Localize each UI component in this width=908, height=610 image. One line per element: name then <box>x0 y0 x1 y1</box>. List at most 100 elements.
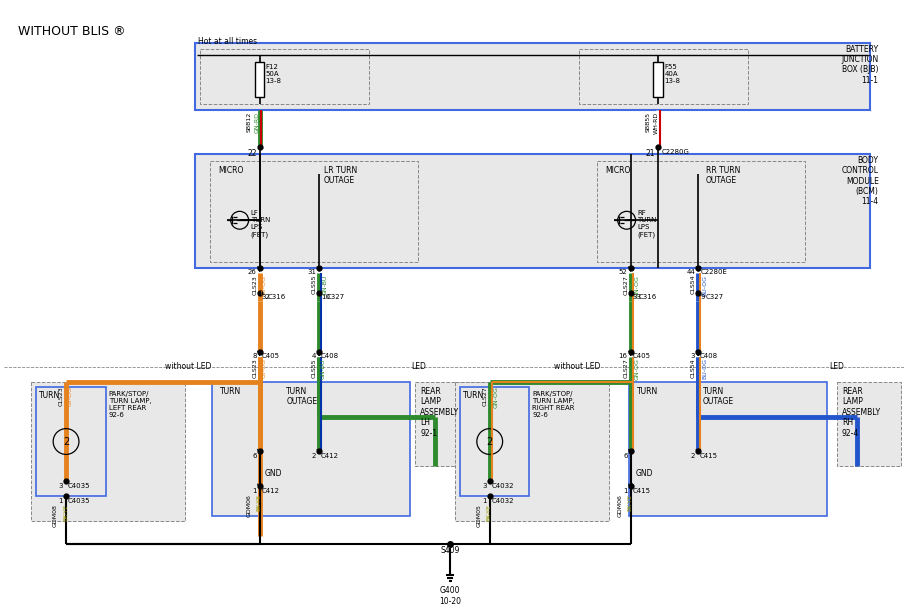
Text: C4032: C4032 <box>492 498 514 504</box>
Text: GN-OG: GN-OG <box>635 358 639 380</box>
Text: C2280G: C2280G <box>661 149 689 155</box>
Text: WITHOUT BLIS ®: WITHOUT BLIS ® <box>18 25 126 38</box>
Text: 22: 22 <box>247 149 257 158</box>
Text: C4035: C4035 <box>68 483 91 489</box>
Text: BU-OG: BU-OG <box>702 275 707 296</box>
Text: SBB55: SBB55 <box>646 112 651 132</box>
Text: 3: 3 <box>691 353 696 359</box>
Text: C412: C412 <box>262 488 280 494</box>
Bar <box>837 382 902 466</box>
Text: 52: 52 <box>619 269 627 275</box>
Text: 26: 26 <box>248 269 257 275</box>
Text: GDM06: GDM06 <box>247 494 252 517</box>
Bar <box>210 160 419 262</box>
Text: 3: 3 <box>482 483 487 489</box>
Text: GDM08: GDM08 <box>54 504 58 527</box>
Text: C408: C408 <box>700 353 718 359</box>
Text: SBB12: SBB12 <box>247 112 252 132</box>
Text: 2: 2 <box>63 437 69 447</box>
Text: GN-BU: GN-BU <box>323 275 328 295</box>
Text: CLS55: CLS55 <box>312 358 317 378</box>
Text: BK-YE: BK-YE <box>627 494 633 511</box>
Text: GDM06: GDM06 <box>617 494 623 517</box>
Text: 6: 6 <box>252 453 257 459</box>
Text: GY-OG: GY-OG <box>262 358 267 378</box>
Text: 1: 1 <box>252 488 257 494</box>
Text: TURN: TURN <box>637 387 657 396</box>
Text: G400
10-20: G400 10-20 <box>439 586 461 606</box>
Text: C327: C327 <box>706 293 725 300</box>
Text: GDM05: GDM05 <box>477 504 482 527</box>
Bar <box>32 382 185 521</box>
Text: TURN
OUTAGE: TURN OUTAGE <box>703 387 735 406</box>
Text: REAR
LAMP
ASSEMBLY
LH
92-1: REAR LAMP ASSEMBLY LH 92-1 <box>420 387 459 437</box>
Text: F55
40A
13-8: F55 40A 13-8 <box>665 65 680 85</box>
Text: without LED: without LED <box>554 362 600 371</box>
Text: 9: 9 <box>700 293 705 300</box>
Text: PARK/STOP/
TURN LAMP,
LEFT REAR
92-6: PARK/STOP/ TURN LAMP, LEFT REAR 92-6 <box>109 391 152 418</box>
Text: GN-OG: GN-OG <box>635 275 639 296</box>
Text: CLS55: CLS55 <box>312 275 317 295</box>
Text: GN-RD: GN-RD <box>255 112 260 133</box>
Text: 44: 44 <box>686 269 696 275</box>
Bar <box>195 43 870 110</box>
Text: PARK/STOP/
TURN LAMP,
RIGHT REAR
92-6: PARK/STOP/ TURN LAMP, RIGHT REAR 92-6 <box>532 391 575 418</box>
Text: CLS23: CLS23 <box>252 358 258 378</box>
Text: BODY
CONTROL
MODULE
(BCM)
11-4: BODY CONTROL MODULE (BCM) 11-4 <box>842 156 879 206</box>
Text: C316: C316 <box>638 293 656 300</box>
Text: RF
TURN
LPS
(FET): RF TURN LPS (FET) <box>637 210 656 238</box>
Text: C415: C415 <box>633 488 651 494</box>
Bar <box>254 62 264 97</box>
Text: TURN: TURN <box>220 387 242 396</box>
Bar <box>460 387 529 496</box>
Text: TURN: TURN <box>463 391 484 400</box>
Text: BK-YE: BK-YE <box>63 504 68 521</box>
Text: BK-YE: BK-YE <box>487 504 492 521</box>
Bar <box>579 49 747 104</box>
Text: 21: 21 <box>646 149 656 158</box>
Bar <box>212 382 410 516</box>
Text: C405: C405 <box>633 353 651 359</box>
Text: BK-YE: BK-YE <box>257 494 262 511</box>
Text: 33: 33 <box>633 293 642 300</box>
Text: C4035: C4035 <box>68 498 91 504</box>
Text: LED: LED <box>830 362 844 371</box>
Text: CLS27: CLS27 <box>624 358 628 378</box>
Bar <box>36 387 105 496</box>
Text: 1: 1 <box>623 488 627 494</box>
Text: CLS27: CLS27 <box>624 275 628 295</box>
Text: 6: 6 <box>623 453 627 459</box>
Text: CLS27: CLS27 <box>483 386 488 406</box>
Text: C4032: C4032 <box>492 483 514 489</box>
Text: LED: LED <box>410 362 426 371</box>
Bar <box>628 382 827 516</box>
Bar <box>654 62 664 97</box>
Text: BU-OG: BU-OG <box>702 358 707 379</box>
Text: LF
TURN
LPS
(FET): LF TURN LPS (FET) <box>251 210 270 238</box>
Text: 10: 10 <box>321 293 330 300</box>
Text: REAR
LAMP
ASSEMBLY
RH
92-4: REAR LAMP ASSEMBLY RH 92-4 <box>842 387 881 437</box>
Text: GN-OG: GN-OG <box>494 386 498 408</box>
Text: CLS54: CLS54 <box>691 358 696 378</box>
Text: CLS23: CLS23 <box>59 386 64 406</box>
Text: C412: C412 <box>321 453 339 459</box>
Text: GY-OG: GY-OG <box>68 386 73 406</box>
Text: TURN: TURN <box>39 391 61 400</box>
Text: CLS23: CLS23 <box>252 275 258 295</box>
Text: 2: 2 <box>691 453 696 459</box>
Text: MICRO: MICRO <box>605 166 630 174</box>
Bar <box>455 382 608 521</box>
Text: 31: 31 <box>307 269 316 275</box>
Text: 2: 2 <box>487 437 493 447</box>
Text: TURN
OUTAGE: TURN OUTAGE <box>286 387 318 406</box>
Bar <box>597 160 805 262</box>
Text: LR TURN
OUTAGE: LR TURN OUTAGE <box>324 166 357 185</box>
Text: C327: C327 <box>327 293 345 300</box>
Text: 32: 32 <box>262 293 271 300</box>
Text: 1: 1 <box>59 498 63 504</box>
Text: S409: S409 <box>440 546 459 554</box>
Text: GND: GND <box>636 469 653 478</box>
Bar <box>200 49 369 104</box>
Text: C408: C408 <box>321 353 340 359</box>
Text: GN-BU: GN-BU <box>321 358 326 379</box>
